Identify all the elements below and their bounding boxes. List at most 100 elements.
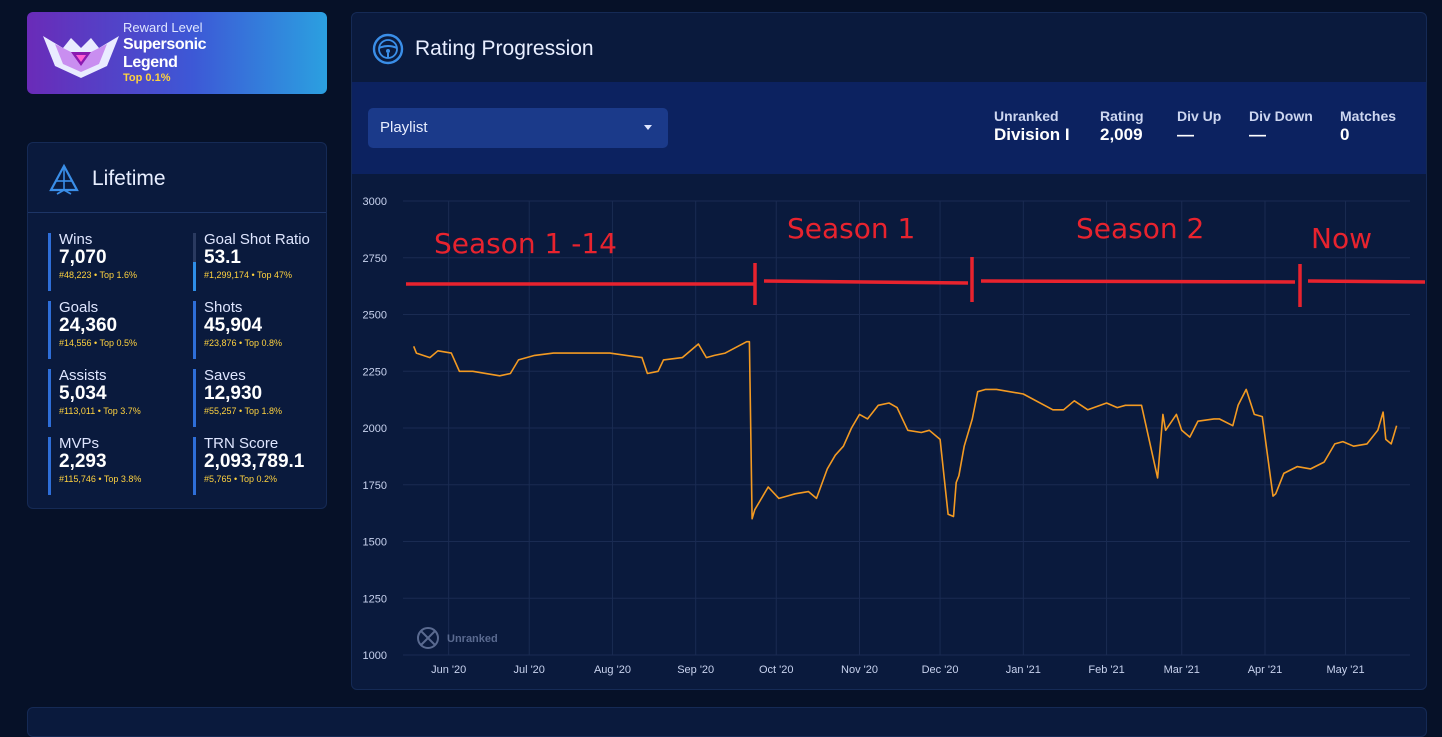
x-tick-label: Dec '20 — [922, 664, 959, 676]
stat-rank: #48,223 • Top 1.6% — [59, 270, 138, 280]
annotation-season-2: Season 2 — [1076, 212, 1204, 245]
stat-mvps: MVPs 2,293 #115,746 • Top 3.8% — [48, 435, 188, 495]
reward-level-top: Top 0.1% — [123, 72, 171, 84]
chevron-down-icon — [644, 125, 652, 130]
stat-rank: #14,556 • Top 0.5% — [59, 338, 138, 348]
watermark-label: Unranked — [447, 633, 498, 645]
lifetime-header: Lifetime — [28, 143, 326, 213]
stat-label: Goals — [59, 299, 99, 316]
header-stat-div-down: Div Down — — [1249, 108, 1313, 145]
stat-label: TRN Score — [204, 435, 279, 452]
stat-rank: #55,257 • Top 1.8% — [204, 406, 283, 416]
reward-level-name: Supersonic Legend — [123, 36, 207, 71]
stat-wins: Wins 7,070 #48,223 • Top 1.6% — [48, 231, 188, 291]
stat-label: Goal Shot Ratio — [204, 231, 310, 248]
season-1-bracket — [763, 279, 969, 285]
x-tick-label: Jan '21 — [1006, 664, 1041, 676]
stat-value: 5,034 — [59, 383, 107, 404]
chart-grid — [403, 200, 1410, 656]
steering-wheel-icon — [372, 33, 404, 65]
x-tick-label: Jun '20 — [431, 664, 466, 676]
playlist-dropdown[interactable]: Playlist — [368, 108, 668, 148]
header-stat-value: — — [1249, 125, 1266, 144]
y-tick-label: 1750 — [363, 480, 387, 492]
header-stat-label: Div Up — [1177, 108, 1222, 124]
stat-value: 12,930 — [204, 383, 263, 404]
x-axis-ticks: Jun '20 Jul '20 Aug '20 Sep '20 Oct '20 Nov '… — [431, 664, 1365, 676]
y-tick-label: 3000 — [363, 196, 387, 208]
stat-rank: #1,299,174 • Top 47% — [204, 270, 293, 280]
stat-label: Saves — [204, 367, 246, 384]
unranked-watermark: Unranked — [417, 627, 498, 649]
stat-value: 45,904 — [204, 315, 263, 336]
x-tick-label: Feb '21 — [1088, 664, 1124, 676]
lifetime-title: Lifetime — [92, 167, 166, 190]
stat-rank: #113,011 • Top 3.7% — [59, 406, 141, 416]
header-stat-matches: Matches 0 — [1340, 108, 1396, 145]
annotation-now: Now — [1311, 222, 1372, 255]
y-tick-label: 2000 — [363, 423, 387, 435]
stat-label: Shots — [204, 299, 243, 316]
header-stat-label: Unranked — [994, 108, 1059, 124]
rating-chart: 1000 1250 1500 1750 2000 2250 2500 2750 3000 Jun… — [363, 196, 1426, 676]
x-tick-label: Oct '20 — [759, 664, 794, 676]
header-stat-rating: Rating 2,009 — [1100, 108, 1144, 145]
supersonic-legend-badge-icon — [43, 36, 119, 78]
season-annotations: Season 1 -14 Season 1 Season 2 Now — [406, 212, 1426, 307]
x-tick-label: Mar '21 — [1164, 664, 1200, 676]
header-stat-value: Division I — [994, 125, 1070, 144]
playlist-label: Playlist — [380, 119, 428, 136]
stat-value: 7,070 — [59, 247, 107, 268]
x-tick-label: Aug '20 — [594, 664, 631, 676]
rating-progression-card: Rating Progression Playlist Unranked Div… — [351, 12, 1427, 690]
x-tick-label: Nov '20 — [841, 664, 878, 676]
header-stat-div-up: Div Up — — [1177, 108, 1221, 145]
stat-value: 53.1 — [204, 247, 241, 268]
stat-rank: #5,765 • Top 0.2% — [204, 474, 278, 484]
stat-value: 2,293 — [59, 451, 107, 472]
rating-header: Rating Progression — [352, 13, 1426, 81]
x-tick-label: Jul '20 — [513, 664, 544, 676]
now-bracket — [1307, 279, 1426, 284]
y-tick-label: 2500 — [363, 310, 387, 322]
stat-label: MVPs — [59, 435, 100, 452]
season-2-bracket — [980, 279, 1296, 284]
stat-value: 2,093,789.1 — [204, 451, 305, 472]
header-stat-value: 0 — [1340, 125, 1350, 144]
header-stat-value: 2,009 — [1100, 125, 1143, 144]
rating-title: Rating Progression — [415, 37, 594, 60]
pyramid-icon — [49, 163, 79, 195]
annotation-season-1-14: Season 1 -14 — [434, 227, 617, 260]
stat-shots: Shots 45,904 #23,876 • Top 0.8% — [193, 299, 333, 359]
y-axis-ticks: 1000 1250 1500 1750 2000 2250 2500 2750 3000 — [363, 196, 387, 662]
stat-rank: #115,746 • Top 3.8% — [59, 474, 142, 484]
y-tick-label: 2750 — [363, 253, 387, 265]
x-tick-label: Sep '20 — [677, 664, 714, 676]
header-stat-unranked: Unranked Division I — [994, 108, 1070, 145]
rating-series-line — [412, 340, 1398, 520]
stat-rank: #23,876 • Top 0.8% — [204, 338, 283, 348]
stat-saves: Saves 12,930 #55,257 • Top 1.8% — [193, 367, 333, 427]
y-tick-label: 1500 — [363, 537, 387, 549]
stat-goal-shot-ratio: Goal Shot Ratio 53.1 #1,299,174 • Top 47… — [193, 231, 333, 291]
x-tick-label: May '21 — [1326, 664, 1364, 676]
stat-value: 24,360 — [59, 315, 118, 336]
reward-level-label: Reward Level — [123, 20, 203, 35]
stat-assists: Assists 5,034 #113,011 • Top 3.7% — [48, 367, 188, 427]
stat-label: Assists — [59, 367, 107, 384]
header-stat-label: Div Down — [1249, 108, 1313, 124]
header-stat-label: Matches — [1340, 108, 1397, 124]
stat-label: Wins — [59, 231, 93, 248]
header-stat-value: — — [1177, 125, 1194, 144]
y-tick-label: 2250 — [363, 366, 387, 378]
lifetime-card: Lifetime Wins 7,070 #48,223 • Top 1.6% G… — [27, 142, 327, 509]
rating-summary-band: Playlist Unranked Division I Rating 2,00… — [352, 82, 1426, 174]
stat-goals: Goals 24,360 #14,556 • Top 0.5% — [48, 299, 188, 359]
x-tick-label: Apr '21 — [1248, 664, 1283, 676]
annotation-season-1: Season 1 — [787, 212, 915, 245]
stat-trn-score: TRN Score 2,093,789.1 #5,765 • Top 0.2% — [193, 435, 333, 495]
y-tick-label: 1250 — [363, 593, 387, 605]
reward-level-card[interactable]: Reward Level Supersonic Legend Top 0.1% — [27, 12, 327, 94]
header-stat-label: Rating — [1100, 108, 1144, 124]
y-tick-label: 1000 — [363, 650, 387, 662]
